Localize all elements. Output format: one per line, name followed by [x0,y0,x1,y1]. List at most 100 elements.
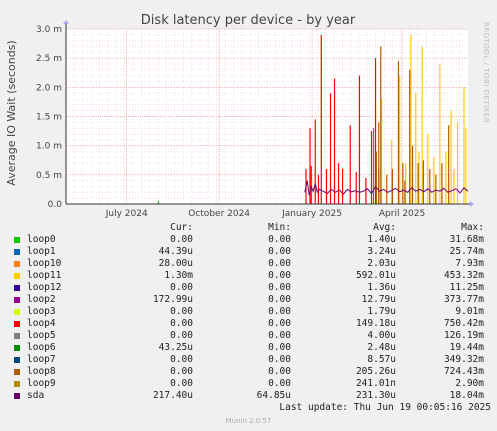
legend-cur: 28.00u [158,258,193,269]
legend-row-loop3: loop3 0.00 0.00 1.79u 9.01m [12,306,490,318]
legend-avg: 2.03u [367,258,396,269]
legend-row-loop1: loop1 44.39u 0.00 3.24u 25.74m [12,246,490,258]
y-tick-label: 2.0 m [36,83,62,93]
legend-avg: 231.30u [355,390,396,401]
x-ticks: July 2024 October 2024 January 2025 April 2… [105,209,426,219]
legend-swatch [14,237,20,243]
legend-table: Cur: Min: Avg: Max: loop0 0.00 0.00 1.40u 31… [12,222,490,402]
x-tick-label: January 2025 [281,209,342,219]
col-min: Min: [268,222,291,233]
legend-max: 724.43m [443,366,484,377]
legend-max: 18.04m [449,390,484,401]
x-tick-label: October 2024 [188,209,250,219]
legend-cur: 0.00 [170,354,193,365]
legend-cur: 0.00 [170,234,193,245]
legend-name: loop9 [27,378,56,389]
legend-cur: 43.25u [158,342,193,353]
legend-row-sda: sda 217.40u 64.85u 231.30u 18.04m [12,390,490,402]
munin-version: Munin 2.0.57 [225,417,272,425]
legend-swatch [14,297,20,303]
legend-name: loop10 [27,258,62,269]
legend-name: loop11 [27,270,62,281]
legend-swatch [14,333,20,339]
legend-max: 31.68m [449,234,484,245]
legend-max: 11.25m [449,282,484,293]
legend-name: loop6 [27,342,56,353]
y-tick-label: 1.0 m [36,142,62,152]
legend-max: 126.19m [443,330,484,341]
legend-swatch [14,345,20,351]
legend-cur: 0.00 [170,366,193,377]
legend-row-loop5: loop5 0.00 0.00 4.00u 126.19m [12,330,490,342]
legend-cur: 0.00 [170,282,193,293]
chart-canvas: Disk latency per device - by year Averag… [5,13,490,219]
legend-max: 9.01m [455,306,484,317]
legend-cur: 0.00 [170,318,193,329]
legend-swatch [14,321,20,327]
legend-min: 0.00 [268,234,291,245]
legend-cur: 1.30m [164,270,193,281]
legend-min: 0.00 [268,282,291,293]
legend-cur: 0.00 [170,306,193,317]
legend-header: Cur: Min: Avg: Max: [12,222,490,234]
series-sda-line [304,180,469,196]
series-layer [157,34,469,204]
legend-min: 0.00 [268,306,291,317]
rrdtool-credit: RRDTOOL / TOBI OETIKER [482,22,490,123]
legend-row-loop12: loop12 0.00 0.00 1.36u 11.25m [12,282,490,294]
x-axis-arrow [470,201,474,207]
legend-cur: 0.00 [170,378,193,389]
legend-name: loop12 [27,282,62,293]
legend-swatch [14,393,20,399]
legend-max: 25.74m [449,246,484,257]
legend-avg: 4.00u [367,330,396,341]
x-tick-label: July 2024 [105,209,148,219]
legend-avg: 592.01u [355,270,396,281]
y-axis-arrow [63,20,69,24]
legend-max: 2.90m [455,378,484,389]
series-loop11 [380,34,467,204]
legend-min: 0.00 [268,294,291,305]
legend-name: loop0 [27,234,56,245]
grid [66,28,468,204]
y-tick-label: 2.5 m [36,54,62,64]
legend-name: sda [27,390,45,401]
legend-swatch [14,261,20,267]
col-avg: Avg: [373,222,396,233]
legend-avg: 1.36u [367,282,396,293]
legend-max: 349.32m [443,354,484,365]
legend-max: 453.32m [443,270,484,281]
legend-row-loop8: loop8 0.00 0.00 205.26u 724.43m [12,366,490,378]
legend-row-loop9: loop9 0.00 0.00 241.01n 2.90m [12,378,490,390]
legend-name: loop5 [27,330,56,341]
legend-min: 0.00 [268,258,291,269]
legend-name: loop7 [27,354,56,365]
chart-title: Disk latency per device - by year [141,13,356,28]
legend-swatch [14,369,20,375]
y-ticks: 0.0 0.5 m 1.0 m 1.5 m 2.0 m 2.5 m 3.0 m [36,25,62,210]
legend-avg: 149.18u [355,318,396,329]
legend-name: loop8 [27,366,56,377]
legend-swatch [14,285,20,291]
legend-row-loop6: loop6 43.25u 0.00 2.48u 19.44m [12,342,490,354]
y-tick-label: 0.0 [48,200,63,210]
legend-avg: 1.79u [367,306,396,317]
y-tick-label: 0.5 m [36,171,62,181]
y-tick-label: 3.0 m [36,25,62,35]
legend-min: 0.00 [268,378,291,389]
legend-swatch [14,381,20,387]
legend-cur: 217.40u [152,390,193,401]
legend-swatch [14,249,20,255]
legend-rows: loop0 0.00 0.00 1.40u 31.68m loop1 44.39u 0.00 3… [12,234,490,402]
series-loop4 [305,34,380,204]
legend-avg: 3.24u [367,246,396,257]
legend-name: loop2 [27,294,56,305]
legend-row-loop10: loop10 28.00u 0.00 2.03u 7.93m [12,258,490,270]
legend-row-loop4: loop4 0.00 0.00 149.18u 750.42m [12,318,490,330]
y-tick-label: 1.5 m [36,113,62,123]
legend-swatch [14,357,20,363]
legend-cur: 44.39u [158,246,193,257]
legend-cur: 172.99u [152,294,193,305]
legend-max: 19.44m [449,342,484,353]
legend-swatch [14,309,20,315]
